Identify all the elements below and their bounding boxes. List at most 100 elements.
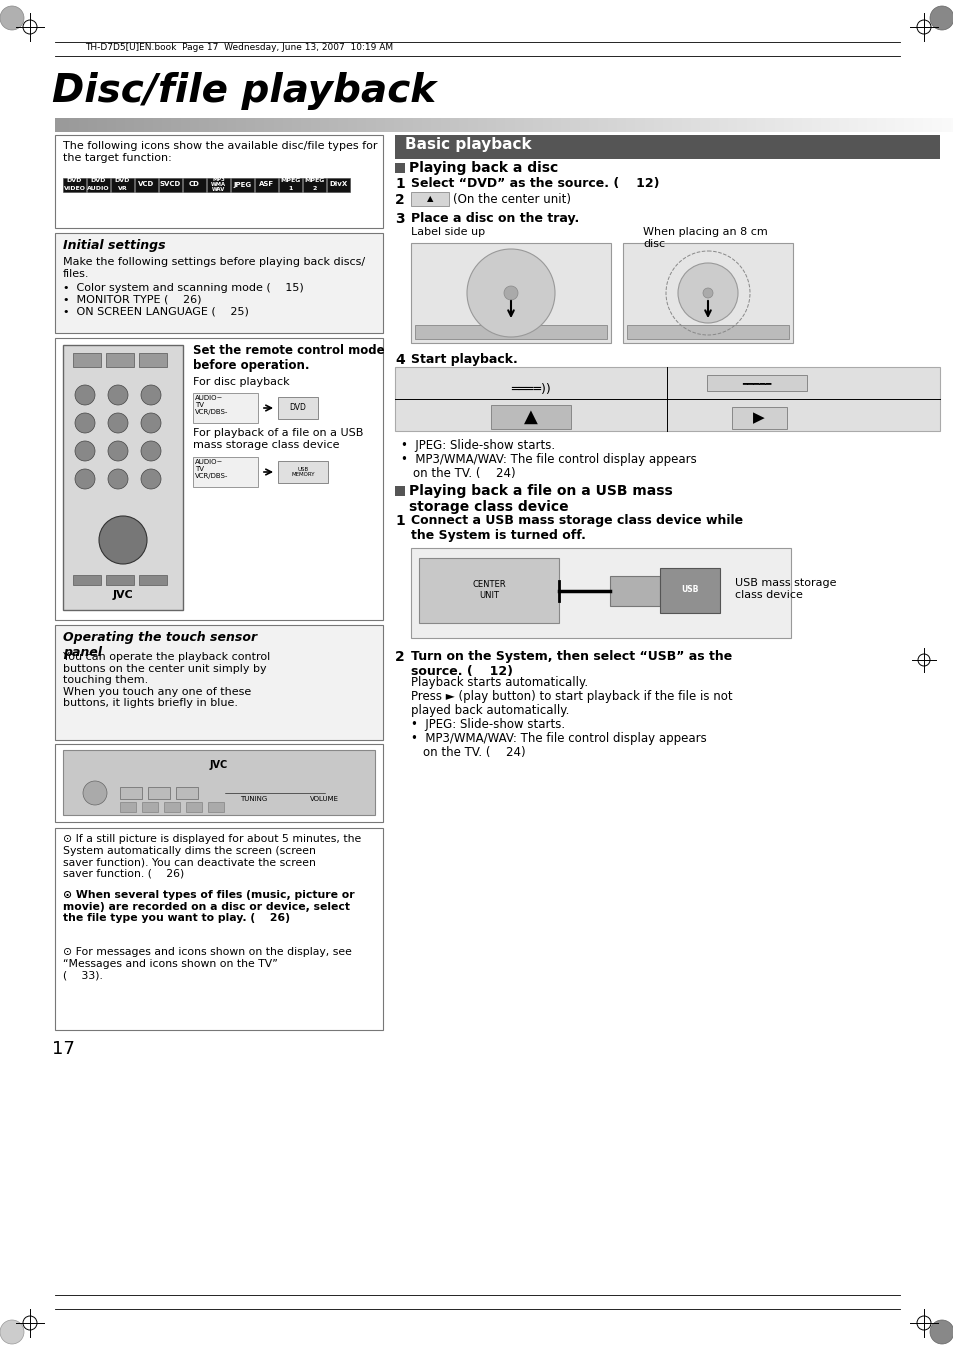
FancyBboxPatch shape bbox=[450, 117, 451, 132]
FancyBboxPatch shape bbox=[651, 117, 652, 132]
FancyBboxPatch shape bbox=[104, 117, 105, 132]
FancyBboxPatch shape bbox=[822, 117, 823, 132]
FancyBboxPatch shape bbox=[447, 117, 448, 132]
FancyBboxPatch shape bbox=[515, 117, 516, 132]
FancyBboxPatch shape bbox=[578, 117, 579, 132]
FancyBboxPatch shape bbox=[210, 117, 211, 132]
FancyBboxPatch shape bbox=[931, 117, 932, 132]
FancyBboxPatch shape bbox=[199, 117, 200, 132]
FancyBboxPatch shape bbox=[917, 117, 918, 132]
FancyBboxPatch shape bbox=[462, 117, 463, 132]
Text: VCD: VCD bbox=[138, 181, 154, 188]
FancyBboxPatch shape bbox=[237, 117, 239, 132]
FancyBboxPatch shape bbox=[327, 178, 350, 192]
FancyBboxPatch shape bbox=[86, 117, 87, 132]
Text: ⊙ When several types of files (music, picture or
movie) are recorded on a disc o: ⊙ When several types of files (music, pi… bbox=[63, 890, 355, 923]
FancyBboxPatch shape bbox=[460, 117, 461, 132]
FancyBboxPatch shape bbox=[876, 117, 877, 132]
FancyBboxPatch shape bbox=[249, 117, 250, 132]
FancyBboxPatch shape bbox=[374, 117, 375, 132]
FancyBboxPatch shape bbox=[174, 117, 175, 132]
FancyBboxPatch shape bbox=[654, 117, 655, 132]
FancyBboxPatch shape bbox=[175, 117, 177, 132]
FancyBboxPatch shape bbox=[861, 117, 862, 132]
Circle shape bbox=[0, 1320, 24, 1345]
FancyBboxPatch shape bbox=[264, 117, 265, 132]
FancyBboxPatch shape bbox=[682, 117, 683, 132]
FancyBboxPatch shape bbox=[504, 117, 505, 132]
Circle shape bbox=[83, 782, 107, 805]
FancyBboxPatch shape bbox=[712, 117, 713, 132]
FancyBboxPatch shape bbox=[706, 375, 806, 391]
FancyBboxPatch shape bbox=[597, 117, 598, 132]
FancyBboxPatch shape bbox=[461, 117, 462, 132]
FancyBboxPatch shape bbox=[914, 117, 915, 132]
FancyBboxPatch shape bbox=[888, 117, 889, 132]
FancyBboxPatch shape bbox=[329, 117, 330, 132]
FancyBboxPatch shape bbox=[831, 117, 832, 132]
FancyBboxPatch shape bbox=[371, 117, 372, 132]
FancyBboxPatch shape bbox=[703, 117, 704, 132]
FancyBboxPatch shape bbox=[928, 117, 929, 132]
FancyBboxPatch shape bbox=[244, 117, 245, 132]
FancyBboxPatch shape bbox=[784, 117, 785, 132]
FancyBboxPatch shape bbox=[774, 117, 775, 132]
FancyBboxPatch shape bbox=[678, 117, 679, 132]
FancyBboxPatch shape bbox=[500, 117, 501, 132]
FancyBboxPatch shape bbox=[227, 117, 228, 132]
FancyBboxPatch shape bbox=[106, 117, 107, 132]
FancyBboxPatch shape bbox=[565, 117, 566, 132]
FancyBboxPatch shape bbox=[273, 117, 274, 132]
Text: For playback of a file on a USB
mass storage class device: For playback of a file on a USB mass sto… bbox=[193, 428, 363, 450]
Text: You can operate the playback control
buttons on the center unit simply by
touchi: You can operate the playback control but… bbox=[63, 652, 270, 709]
FancyBboxPatch shape bbox=[870, 117, 871, 132]
FancyBboxPatch shape bbox=[458, 117, 459, 132]
FancyBboxPatch shape bbox=[341, 117, 343, 132]
FancyBboxPatch shape bbox=[242, 117, 243, 132]
FancyBboxPatch shape bbox=[303, 178, 326, 192]
FancyBboxPatch shape bbox=[724, 117, 725, 132]
FancyBboxPatch shape bbox=[222, 117, 223, 132]
FancyBboxPatch shape bbox=[378, 117, 379, 132]
Circle shape bbox=[108, 385, 128, 405]
FancyBboxPatch shape bbox=[618, 117, 619, 132]
FancyBboxPatch shape bbox=[146, 117, 147, 132]
FancyBboxPatch shape bbox=[793, 117, 794, 132]
FancyBboxPatch shape bbox=[691, 117, 692, 132]
FancyBboxPatch shape bbox=[705, 117, 706, 132]
FancyBboxPatch shape bbox=[164, 802, 180, 811]
FancyBboxPatch shape bbox=[250, 117, 251, 132]
FancyBboxPatch shape bbox=[551, 117, 552, 132]
FancyBboxPatch shape bbox=[349, 117, 350, 132]
FancyBboxPatch shape bbox=[116, 117, 117, 132]
FancyBboxPatch shape bbox=[430, 117, 431, 132]
FancyBboxPatch shape bbox=[209, 117, 210, 132]
FancyBboxPatch shape bbox=[207, 117, 208, 132]
FancyBboxPatch shape bbox=[875, 117, 876, 132]
FancyBboxPatch shape bbox=[589, 117, 590, 132]
FancyBboxPatch shape bbox=[586, 117, 587, 132]
FancyBboxPatch shape bbox=[203, 117, 204, 132]
FancyBboxPatch shape bbox=[794, 117, 795, 132]
FancyBboxPatch shape bbox=[642, 117, 643, 132]
FancyBboxPatch shape bbox=[55, 338, 382, 620]
Text: Operating the touch sensor
panel: Operating the touch sensor panel bbox=[63, 630, 257, 659]
FancyBboxPatch shape bbox=[746, 117, 747, 132]
FancyBboxPatch shape bbox=[471, 117, 472, 132]
FancyBboxPatch shape bbox=[503, 117, 504, 132]
FancyBboxPatch shape bbox=[896, 117, 897, 132]
FancyBboxPatch shape bbox=[735, 117, 737, 132]
FancyBboxPatch shape bbox=[313, 117, 314, 132]
FancyBboxPatch shape bbox=[389, 117, 390, 132]
FancyBboxPatch shape bbox=[930, 117, 931, 132]
FancyBboxPatch shape bbox=[671, 117, 672, 132]
FancyBboxPatch shape bbox=[833, 117, 834, 132]
FancyBboxPatch shape bbox=[408, 117, 409, 132]
FancyBboxPatch shape bbox=[539, 117, 540, 132]
FancyBboxPatch shape bbox=[740, 117, 741, 132]
FancyBboxPatch shape bbox=[944, 117, 945, 132]
FancyBboxPatch shape bbox=[609, 576, 659, 606]
FancyBboxPatch shape bbox=[752, 117, 753, 132]
Text: ▶: ▶ bbox=[752, 410, 764, 425]
FancyBboxPatch shape bbox=[776, 117, 778, 132]
